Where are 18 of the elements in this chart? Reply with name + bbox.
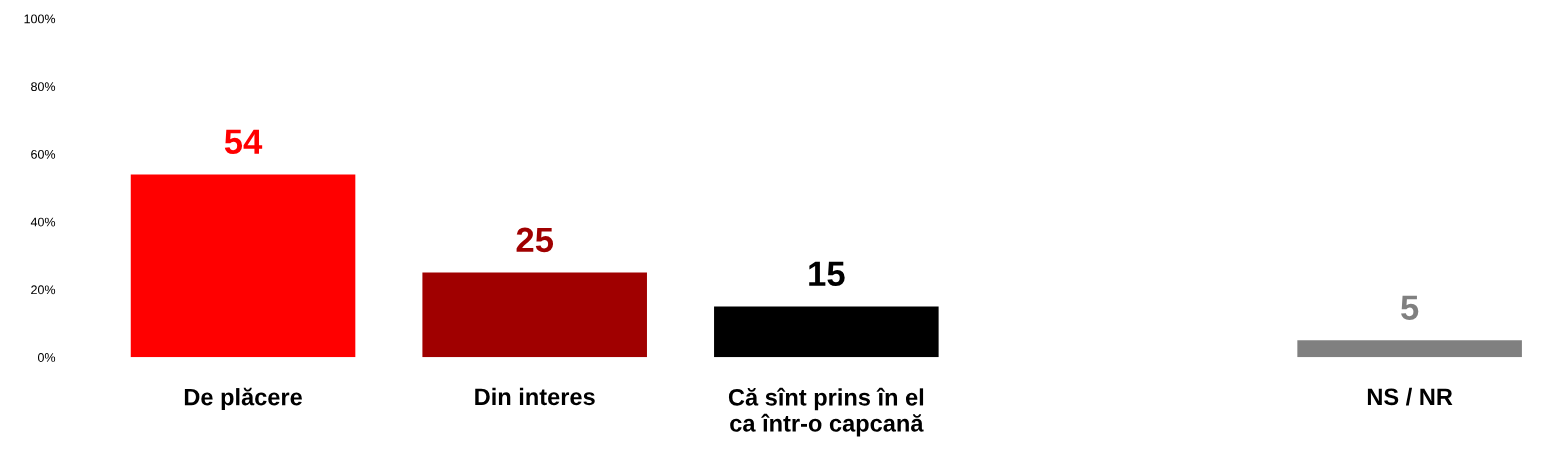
x-tick-label: NS / NR xyxy=(1367,387,1453,406)
bar xyxy=(1297,340,1522,358)
y-tick-label: 40% xyxy=(30,217,56,227)
x-tick-label: De plăcere xyxy=(184,387,302,411)
y-tick-label: 60% xyxy=(31,149,56,159)
data-label: 54 xyxy=(224,129,263,155)
x-tick-label: Din interes xyxy=(475,387,595,406)
y-tick-label: 0% xyxy=(37,353,56,362)
bar xyxy=(714,306,939,358)
y-tick-label: 80% xyxy=(31,82,56,92)
data-label: 25 xyxy=(516,227,554,253)
y-tick-label: 20% xyxy=(31,285,56,295)
bar xyxy=(130,174,356,358)
bar xyxy=(422,272,647,358)
data-label: 5 xyxy=(1401,295,1419,320)
data-label: 15 xyxy=(809,261,845,287)
y-tick-label: 100% xyxy=(24,14,56,24)
x-tick-label: Că sînt prins în el ca într-o capcană xyxy=(728,387,924,437)
